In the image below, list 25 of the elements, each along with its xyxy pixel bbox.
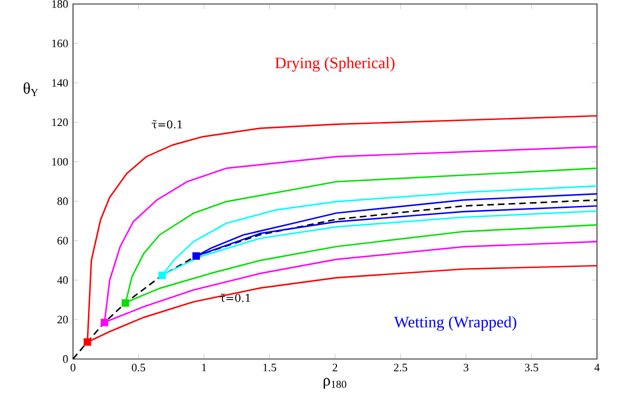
y-tick-label: 120 bbox=[52, 118, 68, 126]
y-tick-label: 140 bbox=[52, 79, 68, 87]
y-axis-title: θ$_{Y}$ bbox=[24, 82, 38, 96]
x-tick-label: 0.5 bbox=[132, 364, 146, 372]
annotation: τ̃=0.1 bbox=[152, 120, 182, 128]
x-axis-title: ρ$_{180}$ bbox=[324, 378, 346, 389]
y-tick-label: 0 bbox=[63, 355, 68, 363]
y-tick-label: 80 bbox=[57, 197, 68, 206]
x-tick-label: 4 bbox=[594, 364, 600, 372]
y-tick-label: 160 bbox=[52, 40, 68, 48]
x-tick-label: 1 bbox=[202, 364, 206, 372]
y-tick-label: 100 bbox=[52, 158, 68, 166]
annotation: Wetting (Wrapped) bbox=[394, 316, 516, 331]
annotation: τ̃=0.1 bbox=[220, 294, 250, 302]
annotation: Drying (Spherical) bbox=[275, 57, 394, 72]
x-tick-label: 2 bbox=[332, 364, 338, 372]
y-tick-label: 40 bbox=[57, 276, 68, 284]
x-tick-label: 0 bbox=[70, 364, 76, 372]
y-tick-label: 60 bbox=[57, 236, 68, 244]
x-tick-label: 2.5 bbox=[394, 364, 408, 372]
x-tick-label: 1.5 bbox=[263, 364, 276, 372]
x-tick-label: 3.5 bbox=[524, 364, 538, 372]
y-tick-label: 180 bbox=[52, 0, 68, 8]
x-tick-label: 3 bbox=[464, 364, 468, 372]
y-tick-label: 20 bbox=[57, 316, 68, 324]
